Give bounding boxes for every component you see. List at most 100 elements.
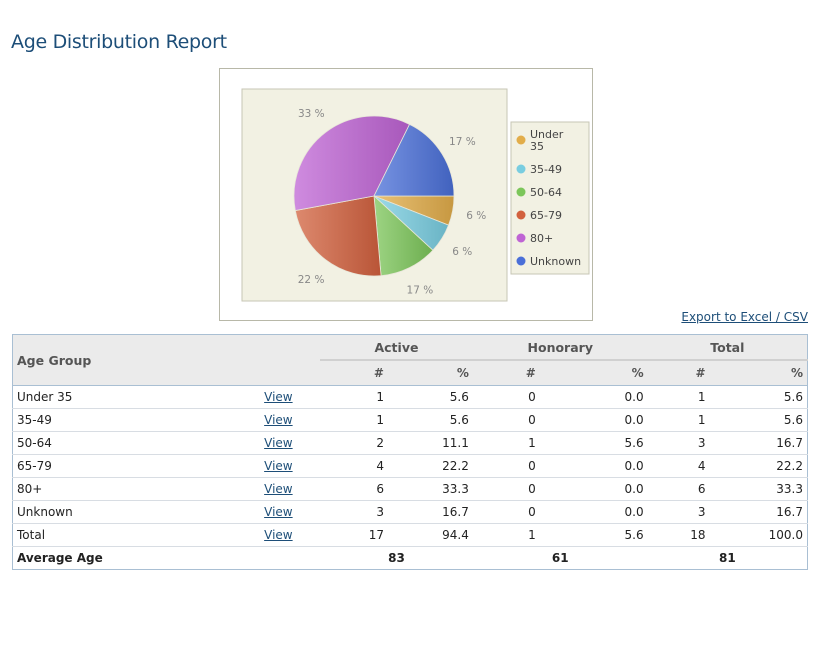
honorary-count-cell: 0 xyxy=(472,385,540,409)
active-pct-cell: 94.4 xyxy=(387,523,473,547)
honorary-pct-cell: 0.0 xyxy=(539,454,648,478)
total-pct-cell: 5.6 xyxy=(709,408,808,432)
honorary-count-cell: 1 xyxy=(472,431,540,455)
age-distribution-table: Age Group Active Honorary Total # % # % … xyxy=(12,334,808,570)
total-count-cell: 1 xyxy=(647,408,710,432)
age-group-cell: 35-49 xyxy=(12,408,261,432)
legend-box xyxy=(510,121,590,275)
honorary-count-cell: 0 xyxy=(472,454,540,478)
average-age-honorary: 61 xyxy=(472,546,648,570)
legend-label: 80+ xyxy=(530,232,553,245)
table-row: 35-49 View 1 5.6 0 0.0 1 5.6 xyxy=(12,408,808,432)
pie-slice-80 xyxy=(293,115,411,212)
view-link[interactable]: View xyxy=(264,390,293,404)
honorary-pct-cell: 0.0 xyxy=(539,500,648,524)
legend: Under 35 35-49 50-64 65-79 80+ Unknown xyxy=(516,128,581,268)
pie-slice-label: 6 % xyxy=(452,246,472,258)
active-pct-cell: 16.7 xyxy=(387,500,473,524)
active-count-cell: 4 xyxy=(320,454,388,478)
active-count-cell: 1 xyxy=(320,385,388,409)
age-group-cell: 65-79 xyxy=(12,454,261,478)
pie-slice-label: 17 % xyxy=(449,136,476,148)
pie-slice-65-79 xyxy=(294,195,382,277)
total-count-cell: 18 xyxy=(647,523,710,547)
page-title: Age Distribution Report xyxy=(11,31,227,53)
pie-chart-svg: 6 % 6 % 17 % 22 % 33 % 17 % Under 35 35-49 50-64… xyxy=(241,88,590,302)
active-count-cell: 2 xyxy=(320,431,388,455)
age-group-cell: Under 35 xyxy=(12,385,261,409)
total-count-cell: 1 xyxy=(647,385,710,409)
pie-slices xyxy=(293,115,455,277)
view-link[interactable]: View xyxy=(264,505,293,519)
honorary-pct-cell: 5.6 xyxy=(539,523,648,547)
table-row: Under 35 View 1 5.6 0 0.0 1 5.6 xyxy=(12,385,808,409)
view-link[interactable]: View xyxy=(264,413,293,427)
active-count-cell: 6 xyxy=(320,477,388,501)
active-pct-header: % xyxy=(456,366,469,380)
honorary-count-cell: 0 xyxy=(472,477,540,501)
table-row: Unknown View 3 16.7 0 0.0 3 16.7 xyxy=(12,500,808,524)
average-age-row: Average Age 83 61 81 xyxy=(12,546,808,570)
pie-slice-unknown xyxy=(373,123,455,197)
legend-label: 65-79 xyxy=(530,209,562,222)
legend-swatch xyxy=(516,187,526,197)
pie-labels: 6 % 6 % 17 % 22 % 33 % 17 % xyxy=(298,108,486,296)
active-pct-cell: 33.3 xyxy=(387,477,473,501)
view-link[interactable]: View xyxy=(264,482,293,496)
total-count-header: # xyxy=(695,366,706,380)
pie-slice-label: 33 % xyxy=(298,108,325,120)
pie-slice-label: 22 % xyxy=(298,274,325,286)
active-pct-cell: 5.6 xyxy=(387,385,473,409)
view-link[interactable]: View xyxy=(264,436,293,450)
legend-swatch xyxy=(516,256,526,266)
honorary-pct-cell: 0.0 xyxy=(539,477,648,501)
header-spacer xyxy=(260,334,321,386)
total-pct-cell: 5.6 xyxy=(709,385,808,409)
view-link[interactable]: View xyxy=(264,528,293,542)
legend-label: 50-64 xyxy=(530,186,562,199)
pie-slice-label: 6 % xyxy=(466,210,486,222)
legend-label: Under 35 xyxy=(530,128,564,153)
active-pct-cell: 22.2 xyxy=(387,454,473,478)
active-count-cell: 3 xyxy=(320,500,388,524)
legend-swatch xyxy=(516,233,526,243)
legend-swatch xyxy=(516,135,526,145)
honorary-pct-cell: 5.6 xyxy=(539,431,648,455)
average-age-label: Average Age xyxy=(12,546,321,570)
legend-label: 35-49 xyxy=(530,163,562,176)
table-row-total: Total View 17 94.4 1 5.6 18 100.0 xyxy=(12,523,808,547)
honorary-count-cell: 0 xyxy=(472,408,540,432)
honorary-header: Honorary xyxy=(472,334,648,361)
age-group-cell: Unknown xyxy=(12,500,261,524)
legend-swatch xyxy=(516,210,526,220)
legend-swatch xyxy=(516,164,526,174)
total-count-cell: 6 xyxy=(647,477,710,501)
active-header: Active xyxy=(320,334,473,361)
age-group-cell: Total xyxy=(12,523,261,547)
honorary-pct-header: % xyxy=(631,366,644,380)
table-row: 80+ View 6 33.3 0 0.0 6 33.3 xyxy=(12,477,808,501)
total-pct-cell: 33.3 xyxy=(709,477,808,501)
honorary-count-cell: 0 xyxy=(472,500,540,524)
active-count-header: # xyxy=(373,366,384,380)
total-header: Total xyxy=(647,334,808,361)
honorary-pct-cell: 0.0 xyxy=(539,408,648,432)
honorary-count-header: # xyxy=(525,366,536,380)
average-age-active: 83 xyxy=(320,546,473,570)
total-pct-header: % xyxy=(790,366,803,380)
honorary-pct-cell: 0.0 xyxy=(539,385,648,409)
pie-chart: 6 % 6 % 17 % 22 % 33 % 17 % Under 35 35-49 50-64… xyxy=(219,68,593,321)
total-pct-cell: 16.7 xyxy=(709,500,808,524)
table-row: 50-64 View 2 11.1 1 5.6 3 16.7 xyxy=(12,431,808,455)
age-group-cell: 80+ xyxy=(12,477,261,501)
total-count-cell: 4 xyxy=(647,454,710,478)
total-count-cell: 3 xyxy=(647,431,710,455)
total-pct-cell: 16.7 xyxy=(709,431,808,455)
view-link[interactable]: View xyxy=(264,459,293,473)
pie-slice-label: 17 % xyxy=(407,284,434,296)
active-count-cell: 17 xyxy=(320,523,388,547)
export-excel-csv-link[interactable]: Export to Excel / CSV xyxy=(681,310,808,324)
total-pct-cell: 100.0 xyxy=(709,523,808,547)
total-pct-cell: 22.2 xyxy=(709,454,808,478)
legend-label: Unknown xyxy=(530,255,581,268)
